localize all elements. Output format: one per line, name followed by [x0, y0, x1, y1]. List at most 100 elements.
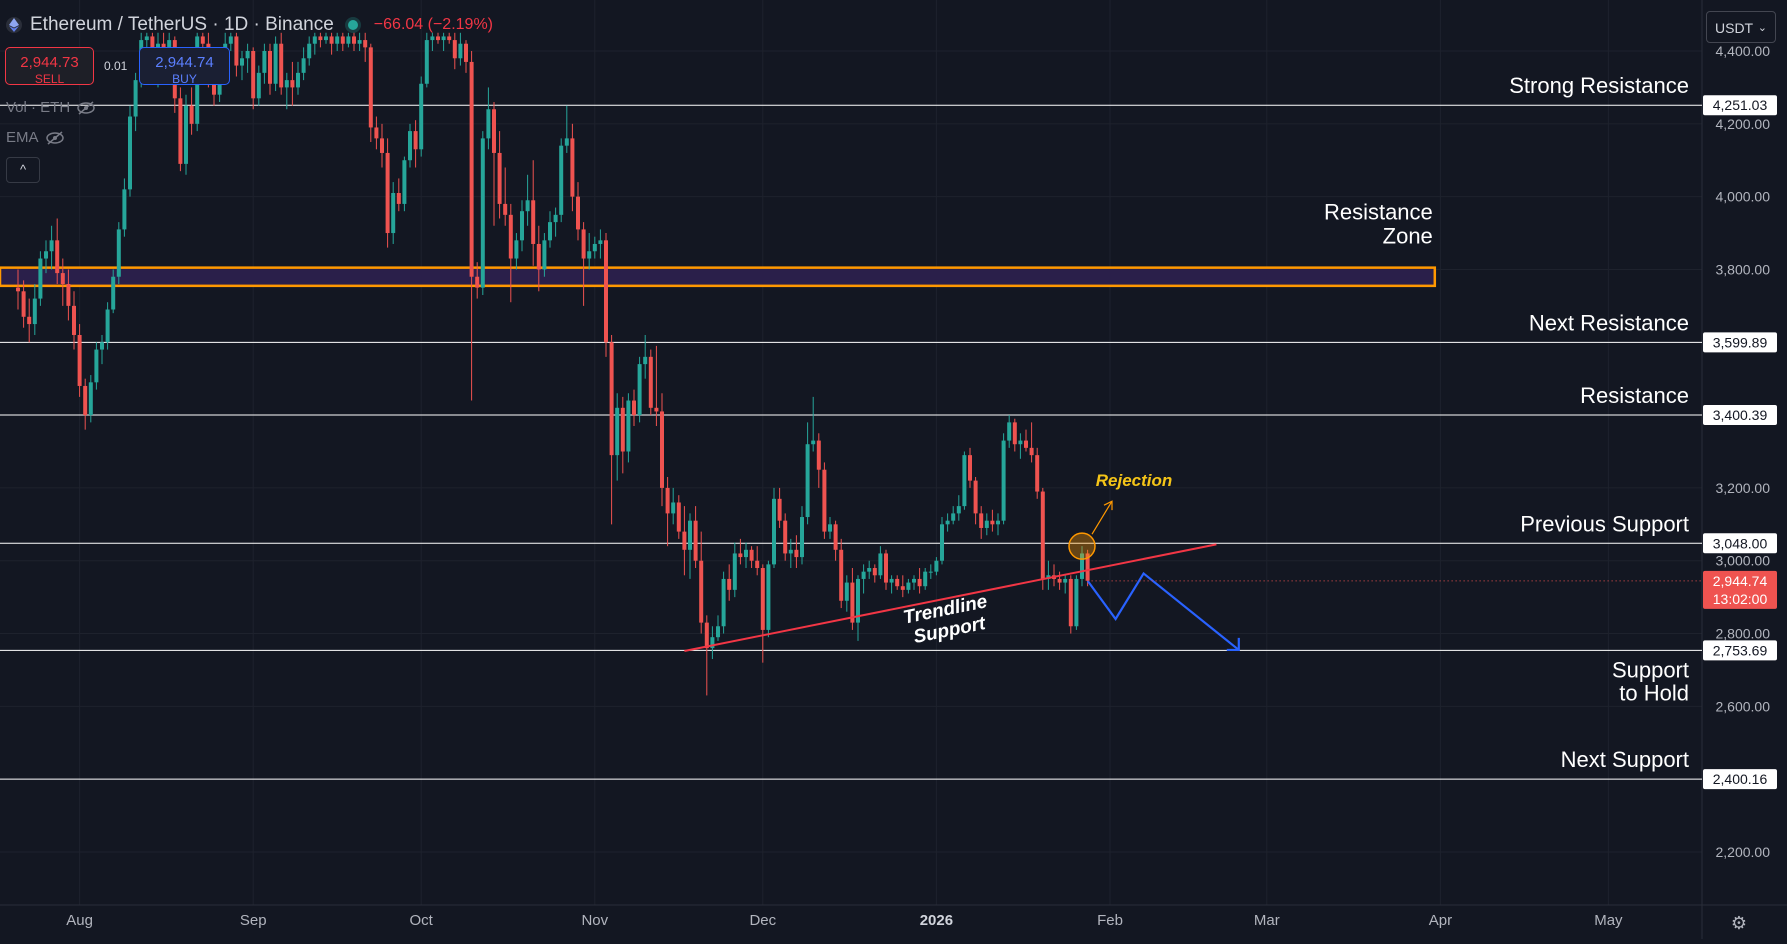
market-open-dot-icon [347, 20, 358, 30]
eye-hidden-icon[interactable] [45, 130, 65, 145]
candle-body [979, 513, 984, 528]
chevron-down-icon: ⌄ [1757, 22, 1767, 34]
candle-body [38, 258, 43, 299]
candle-body [833, 524, 838, 550]
candle-body [844, 582, 849, 601]
candle-body [968, 455, 972, 481]
candle-body [66, 284, 71, 306]
symbol-title[interactable]: Ethereum / TetherUS · 1D · Binance [30, 14, 334, 35]
collapse-indicators-button[interactable]: ^ [6, 157, 40, 183]
candle-body [620, 407, 625, 452]
candle-body [469, 61, 474, 277]
level-label: Strong Resistance [1509, 73, 1689, 98]
candle-body [861, 571, 866, 579]
resistance-zone-rect [0, 266, 1437, 288]
candle-body [296, 72, 300, 88]
candle-body [83, 385, 88, 416]
candle-body [710, 637, 715, 649]
candle-body [766, 564, 771, 630]
currency-selector[interactable]: USDT ⌄ [1706, 11, 1776, 43]
level-price-badge-text: 3,400.39 [1713, 407, 1768, 423]
buy-label: BUY [172, 72, 197, 86]
candle-body [548, 222, 552, 241]
candle-body [945, 520, 950, 525]
candle-body [1085, 553, 1090, 581]
candle-body [800, 517, 804, 558]
settings-icon[interactable]: ⚙ [1730, 913, 1748, 933]
candle-body [923, 571, 928, 587]
level-label: Resistance [1580, 383, 1689, 408]
candle-body [693, 520, 698, 561]
indicator-ema-row[interactable]: EMA [6, 129, 65, 146]
buy-button[interactable]: 2,944.74 BUY [139, 47, 230, 86]
candle-body [307, 43, 312, 59]
candle-body [189, 105, 194, 124]
level-price-badge-text: 3,048.00 [1713, 535, 1768, 551]
spread-value: 0.01 [104, 59, 128, 73]
level-label: Next Support [1561, 747, 1689, 772]
price-axis[interactable]: 4,400.004,200.004,000.003,800.003,600.00… [1703, 43, 1777, 860]
level-label: Previous Support [1520, 511, 1689, 536]
resistance-zone: Resistance Zone [0, 200, 1437, 288]
eye-hidden-icon[interactable] [76, 100, 96, 115]
candle-body [564, 138, 569, 146]
level-price-badge [1703, 95, 1777, 116]
x-tick-label: Feb [1097, 912, 1123, 929]
candle-body [374, 127, 379, 139]
candle-body [889, 578, 894, 583]
candle-body [27, 316, 32, 325]
indicator-vol-row[interactable]: Vol · ETH [6, 99, 96, 116]
candle-body [626, 400, 631, 452]
candle-body [72, 305, 76, 335]
candle-body [111, 276, 116, 310]
y-tick-label: 3,800.00 [1716, 261, 1771, 277]
candle-body [88, 382, 93, 416]
symbol-title-bar[interactable]: Ethereum / TetherUS · 1D · Binance −66.0… [6, 14, 493, 36]
candle-body [900, 586, 905, 590]
candle-body [570, 138, 575, 197]
candle-body [128, 116, 132, 190]
candle-body [503, 203, 508, 215]
y-tick-label: 2,800.00 [1716, 626, 1771, 642]
projection-arrowhead [1226, 637, 1240, 652]
x-tick-label: 2026 [920, 912, 953, 929]
candle-body [200, 36, 205, 44]
level-price-badge-text: 2,753.69 [1713, 642, 1768, 658]
candle-body [268, 51, 272, 84]
candle-body [279, 43, 284, 88]
time-axis[interactable]: Aug Sep Oct Nov Dec 2026 Feb Mar Apr May [66, 912, 1623, 929]
candle-body [984, 520, 989, 528]
candles [16, 32, 1090, 696]
candle-body [312, 36, 317, 44]
level-price-badge-text: 4,251.03 [1713, 97, 1768, 113]
candle-body [60, 273, 65, 285]
candle-body [648, 356, 653, 408]
candle-body [228, 36, 233, 44]
sell-label: SELL [34, 72, 65, 86]
candle-body [520, 211, 524, 241]
candle-body [262, 51, 267, 73]
candle-body [716, 626, 720, 638]
sell-button[interactable]: 2,944.73 SELL [5, 47, 94, 86]
candle-body [346, 36, 351, 44]
candle-body [251, 51, 256, 99]
candle-body [464, 43, 468, 62]
candle-body [688, 520, 692, 550]
candle-body [301, 58, 306, 73]
resistance-zone-label: Resistance Zone [1324, 200, 1433, 249]
candle-body [1035, 455, 1040, 492]
candle-body [654, 407, 659, 412]
candle-body [363, 40, 368, 48]
candle-body [973, 480, 978, 514]
candle-body [744, 549, 748, 558]
candle-body [676, 502, 681, 532]
indicator-ema-label: EMA [6, 129, 39, 146]
candle-body [385, 152, 390, 234]
candle-body [749, 549, 754, 561]
candle-body [912, 578, 916, 583]
current-price-label: 2,944.74 [1713, 573, 1768, 589]
candle-body [486, 109, 491, 139]
y-tick-label: 3,200.00 [1716, 480, 1771, 496]
